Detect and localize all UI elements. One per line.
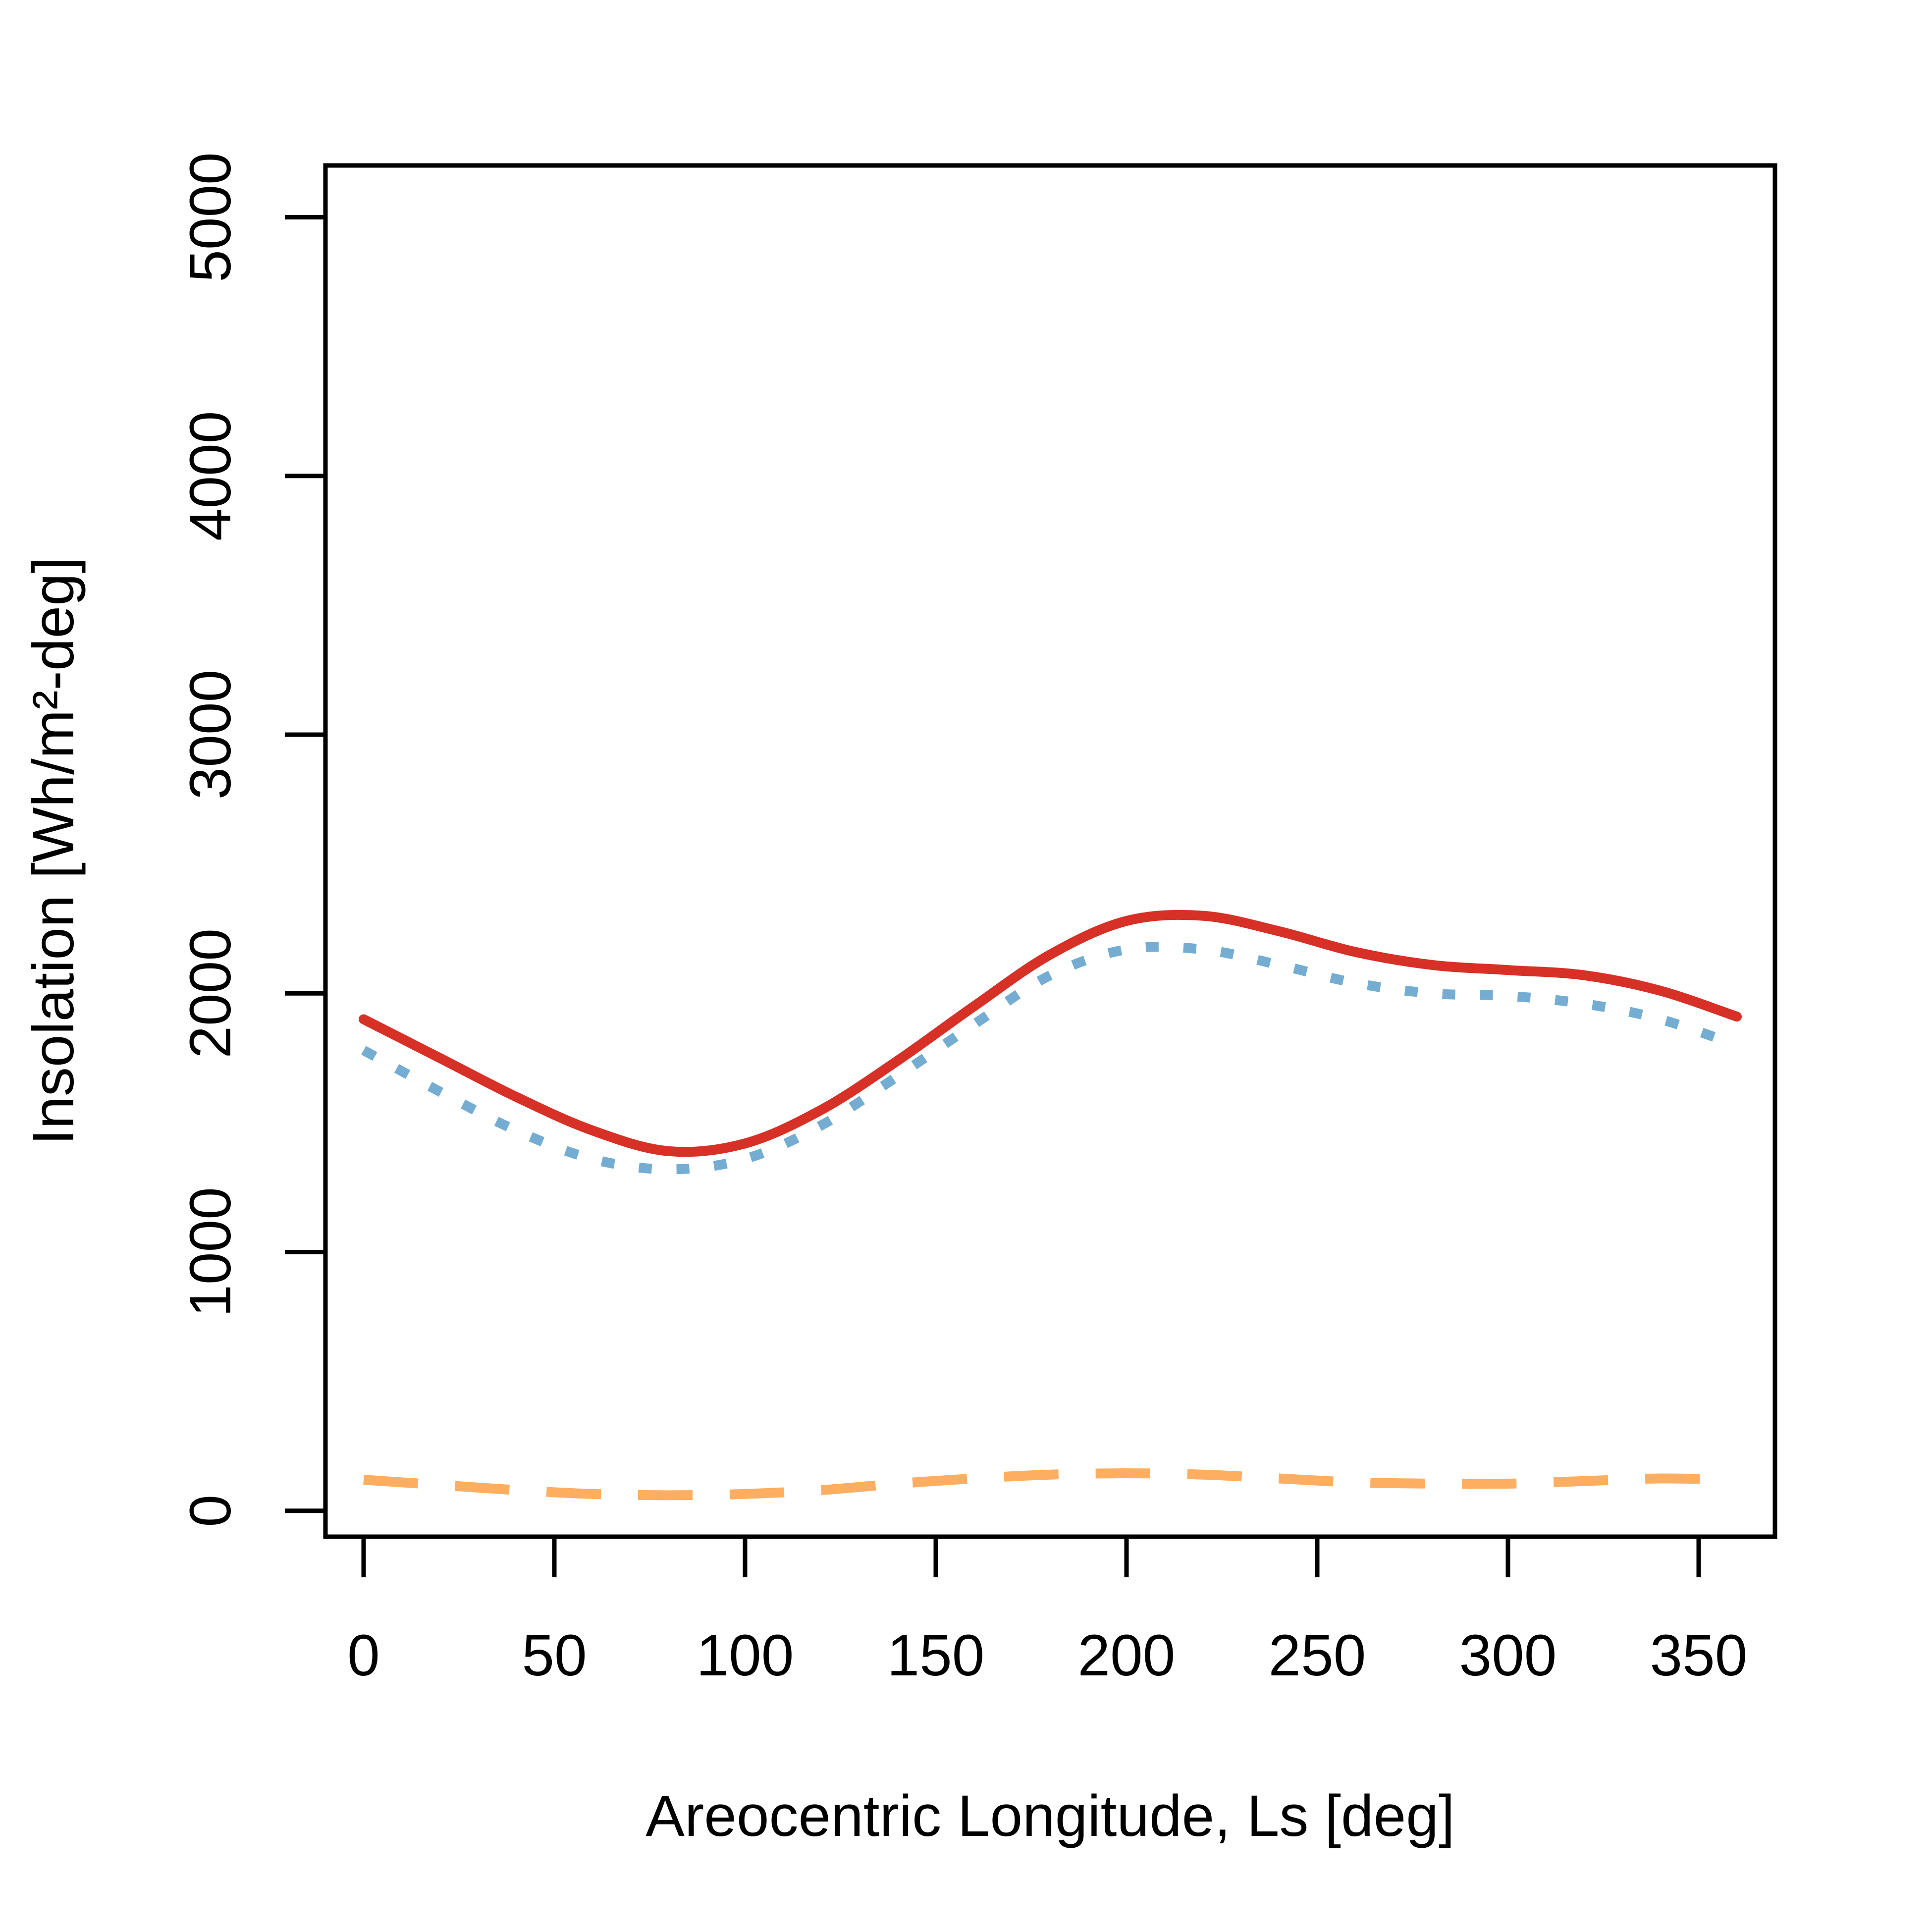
- series-line-dashed: [363, 1468, 1737, 1501]
- x-tick-label: 100: [697, 1623, 794, 1688]
- y-tick-label: 2000: [178, 928, 243, 1059]
- x-tick-label: 250: [1269, 1623, 1366, 1688]
- x-axis: 0 50 100 150 200 250 300 350: [347, 1534, 1748, 1688]
- series-layer: [359, 910, 1742, 1501]
- y-axis-title: Insolation [Wh/m²-deg]: [21, 557, 86, 1145]
- x-axis-title: Areocentric Longitude, Ls [deg]: [645, 1783, 1454, 1849]
- y-axis: 0 1000 2000 3000 4000 5000: [178, 152, 328, 1527]
- y-tick-label: 0: [178, 1495, 243, 1527]
- y-tick-label: 1000: [178, 1187, 243, 1317]
- plot-frame: [323, 163, 1777, 1539]
- x-tick-label: 50: [522, 1623, 587, 1688]
- x-tick-label: 350: [1650, 1623, 1748, 1688]
- x-tick-label: 300: [1459, 1623, 1557, 1688]
- series-line-dotted: [361, 942, 1739, 1175]
- x-tick-label: 0: [347, 1623, 380, 1688]
- x-tick-label: 200: [1078, 1623, 1176, 1688]
- y-tick-label: 5000: [178, 152, 243, 282]
- y-tick-label: 4000: [178, 411, 243, 541]
- series-line-solid: [359, 910, 1742, 1157]
- y-tick-label: 3000: [178, 670, 243, 800]
- x-tick-label: 150: [887, 1623, 985, 1688]
